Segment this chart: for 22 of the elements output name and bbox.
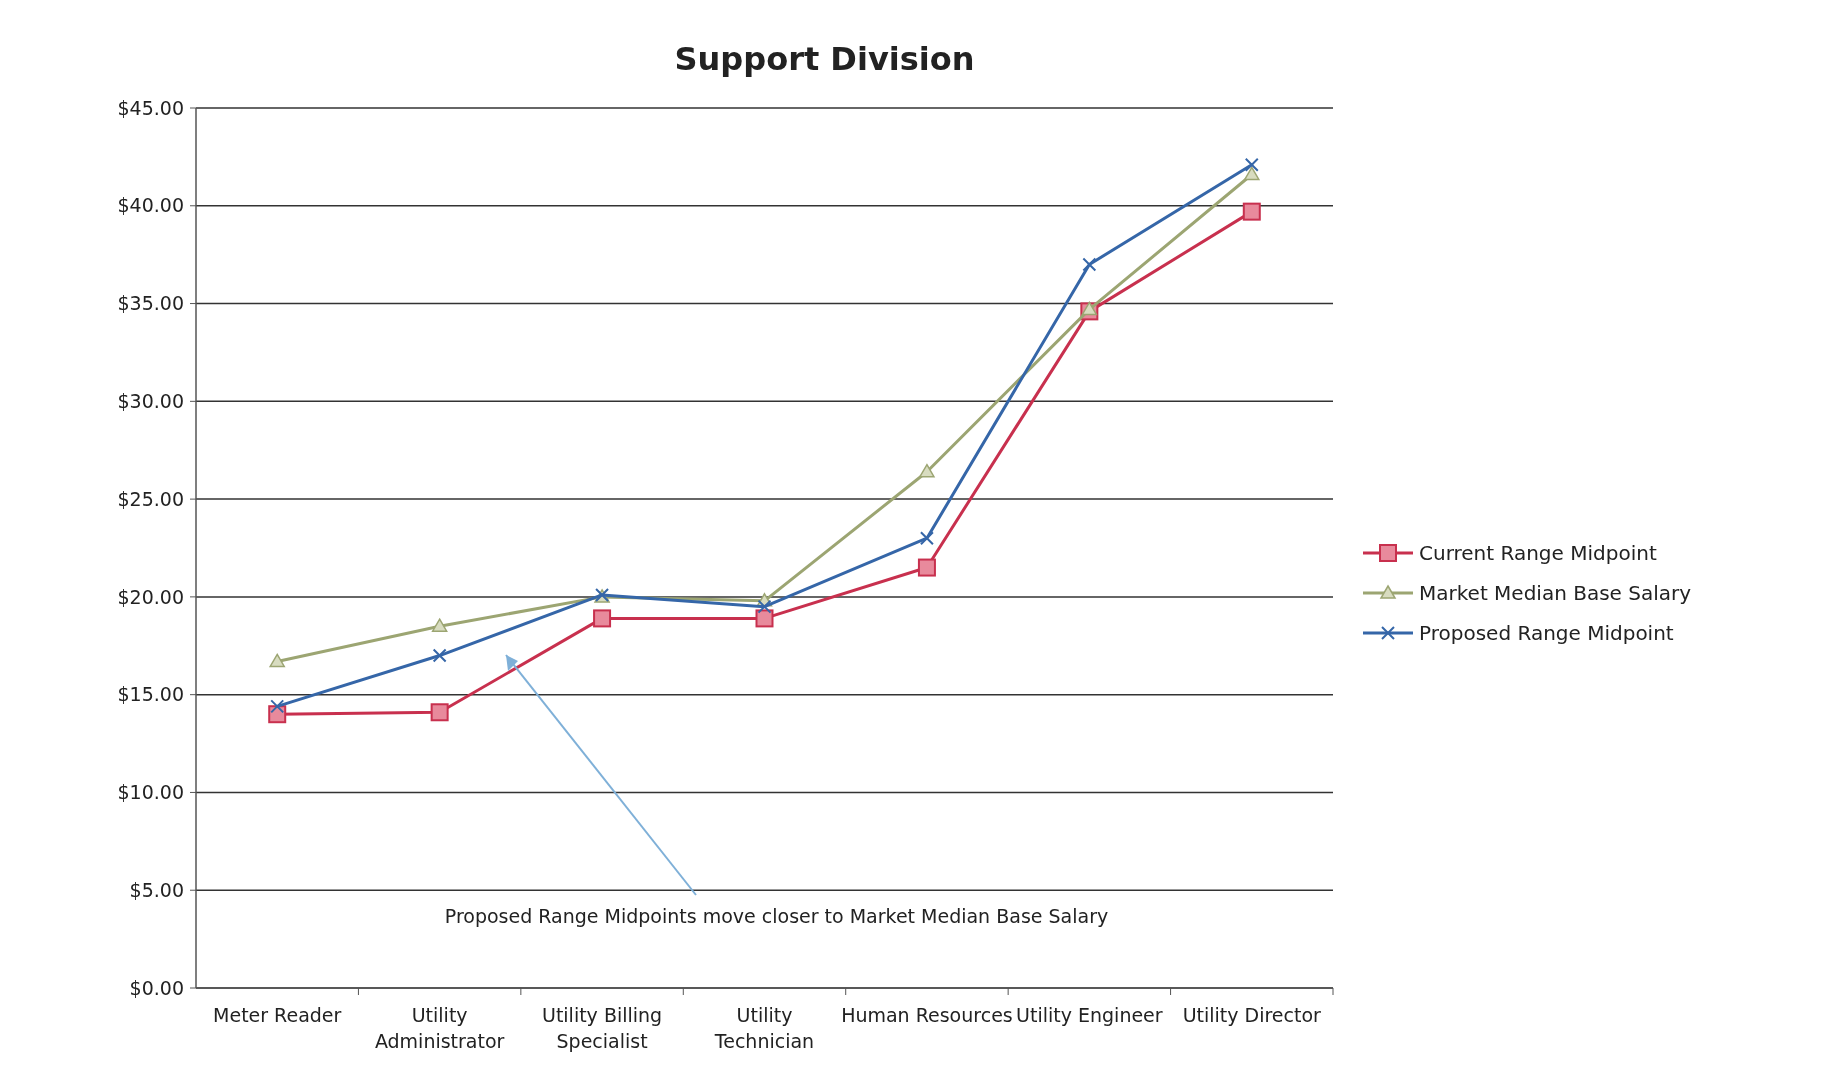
x-tick-label: Utility Director [1182, 1004, 1322, 1026]
x-tick-label: Utility Billing Specialist [541, 1004, 663, 1052]
y-tick-label: $40.00 [117, 194, 184, 217]
x-tick-label: Utility Technician [713, 1004, 815, 1052]
annotation: Proposed Range Midpoints move closer to Market Median Base Salary [444, 905, 1109, 927]
x-tick-label: Human Resources [841, 1004, 1013, 1026]
x-tick-label: Utility Administrator [374, 1004, 505, 1052]
y-tick-label: $35.00 [117, 292, 184, 315]
legend-label: Proposed Range Midpoint [1419, 621, 1674, 645]
y-tick-label: $20.00 [117, 585, 184, 608]
y-tick-label: $5.00 [129, 878, 184, 901]
legend-label: Current Range Midpoint [1419, 541, 1657, 565]
y-tick-label: $0.00 [129, 976, 184, 999]
y-tick-label: $25.00 [117, 487, 184, 510]
y-tick-label: $10.00 [117, 781, 184, 804]
x-tick-label: Utility Engineer [1016, 1004, 1163, 1026]
y-tick-label: $45.00 [117, 96, 184, 119]
x-tick-label: Meter Reader [213, 1004, 342, 1026]
legend-label: Market Median Base Salary [1419, 581, 1692, 605]
y-tick-label: $15.00 [117, 683, 184, 706]
y-tick-label: $30.00 [117, 389, 184, 412]
chart-title: Support Division [674, 40, 975, 78]
